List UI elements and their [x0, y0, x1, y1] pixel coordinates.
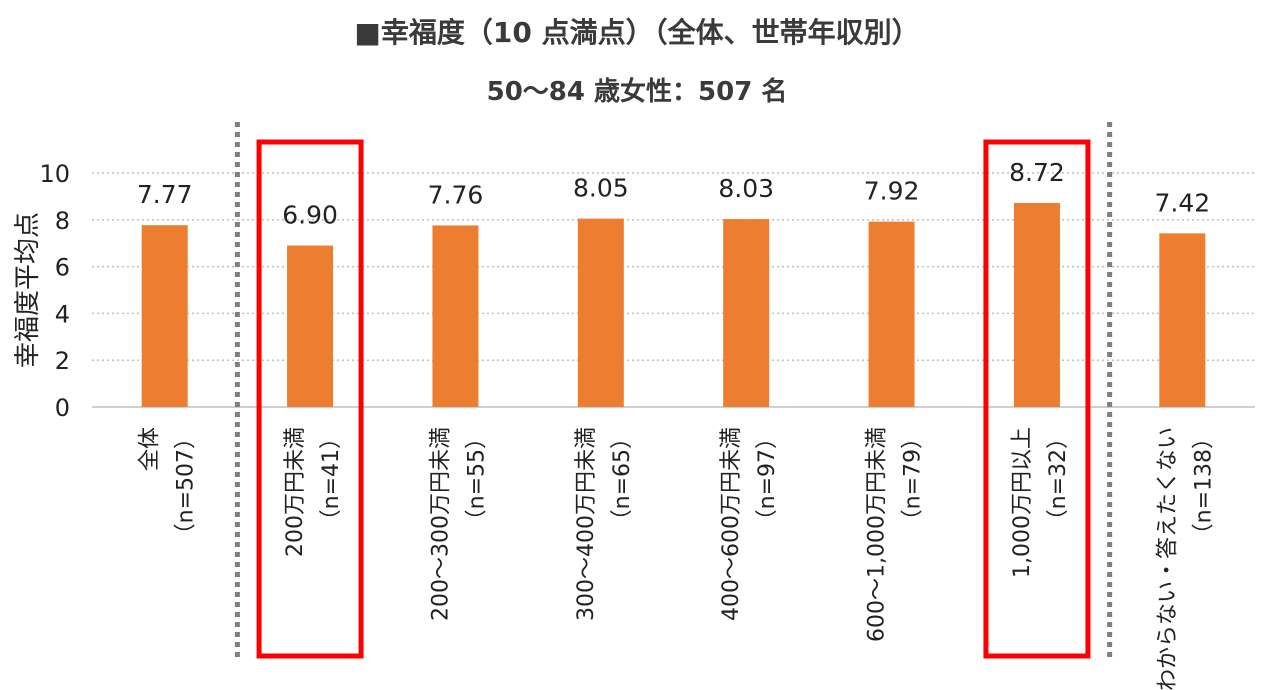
category-label: （n=97） — [755, 427, 780, 531]
category-label: （n=138） — [1191, 427, 1216, 545]
category-label: 600～1,000万円未満 — [865, 427, 890, 642]
y-axis-label: 幸福度平均点 — [13, 212, 43, 368]
category-labels: 全体 （n=507） 200万円未満 （n=41） 200～300万円未満 （n=55） 3… — [138, 427, 1217, 690]
chart-subtitle: 50～84 歳女性：507 名 — [487, 76, 788, 107]
bar — [577, 218, 624, 407]
gridlines — [92, 172, 1255, 408]
category-label: わからない・答えたくない — [1155, 427, 1180, 690]
category-label: （n=79） — [901, 427, 926, 531]
category-label: 1,000万円以上 — [1010, 427, 1035, 578]
y-tick-label: 6 — [55, 254, 70, 282]
chart-title: ■幸福度（10 点満点）（全体、世帯年収別） — [354, 16, 919, 49]
bar — [432, 225, 479, 407]
y-axis-ticks: 0 2 4 6 8 10 — [39, 160, 70, 422]
bar — [141, 225, 188, 407]
value-labels: 7.77 6.90 7.76 8.05 8.03 7.92 8.72 7.42 — [137, 158, 1210, 230]
bar-value-label: 7.77 — [137, 180, 193, 209]
y-tick-label: 2 — [55, 347, 70, 375]
category-label: 400～600万円未満 — [719, 427, 744, 621]
category-label: 全体 — [138, 427, 163, 471]
highlight-box — [256, 139, 364, 659]
group-separators — [234, 122, 1113, 660]
bar-value-label: 8.03 — [718, 174, 774, 203]
category-label: （n=41） — [319, 427, 344, 531]
bar-value-label: 7.42 — [1154, 188, 1210, 217]
category-label: 200～300万円未満 — [428, 427, 453, 621]
bars — [141, 202, 1206, 407]
bar — [1159, 233, 1206, 407]
category-label: （n=65） — [610, 427, 635, 531]
bar — [723, 219, 770, 407]
category-label: （n=32） — [1046, 427, 1071, 531]
bar-value-label: 8.05 — [573, 174, 629, 203]
bar — [287, 245, 334, 407]
bar-value-label: 7.76 — [428, 180, 484, 209]
bar-value-label: 7.92 — [864, 177, 920, 206]
y-tick-label: 4 — [55, 300, 70, 328]
y-tick-label: 10 — [39, 160, 70, 188]
category-label: 200万円未満 — [283, 427, 308, 557]
bar — [1013, 202, 1060, 407]
y-tick-label: 0 — [55, 394, 70, 422]
bar — [868, 221, 915, 407]
category-label: （n=55） — [464, 427, 489, 531]
bar-value-label: 8.72 — [1009, 158, 1065, 187]
highlight-boxes — [256, 139, 1091, 659]
y-tick-label: 8 — [55, 207, 70, 235]
category-label: （n=507） — [174, 427, 199, 545]
category-label: 300～400万円未満 — [574, 427, 599, 621]
highlight-box — [983, 139, 1091, 659]
bar-value-label: 6.90 — [282, 201, 338, 230]
